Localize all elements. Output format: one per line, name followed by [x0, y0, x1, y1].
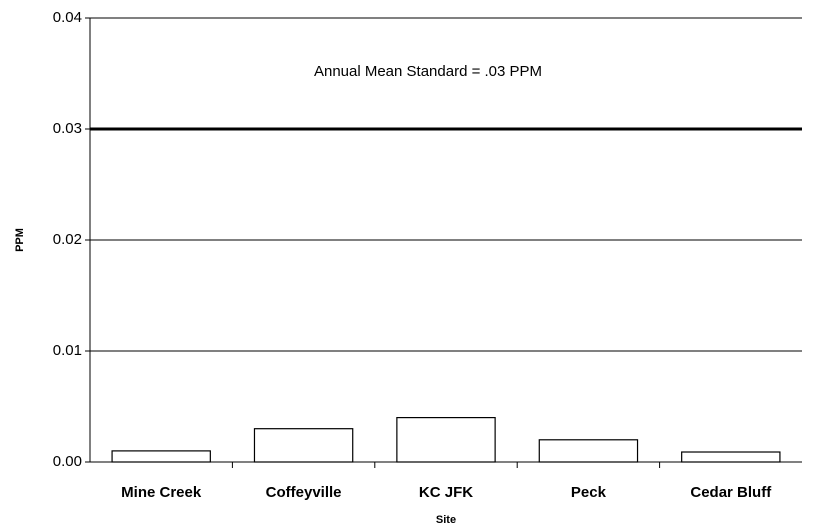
y-tick-label: 0.03 — [53, 120, 82, 137]
bar — [396, 417, 496, 463]
bar — [111, 450, 211, 463]
y-tick-label: 0.04 — [53, 9, 82, 26]
x-tick-label: Peck — [571, 484, 607, 501]
x-tick-label: Coffeyville — [266, 484, 342, 501]
x-tick-label: Cedar Bluff — [690, 484, 772, 501]
reference-label: Annual Mean Standard = .03 PPM — [314, 63, 542, 80]
y-tick-label: 0.01 — [53, 342, 82, 359]
y-tick-label: 0.00 — [53, 453, 82, 470]
x-tick-label: KC JFK — [419, 484, 473, 501]
bar — [681, 451, 781, 463]
x-axis-label: Site — [436, 514, 456, 526]
x-tick-label: Mine Creek — [121, 484, 202, 501]
bar — [538, 439, 639, 463]
y-axis-label: PPM — [14, 228, 26, 252]
y-tick-label: 0.02 — [53, 231, 82, 248]
bar — [253, 428, 354, 463]
